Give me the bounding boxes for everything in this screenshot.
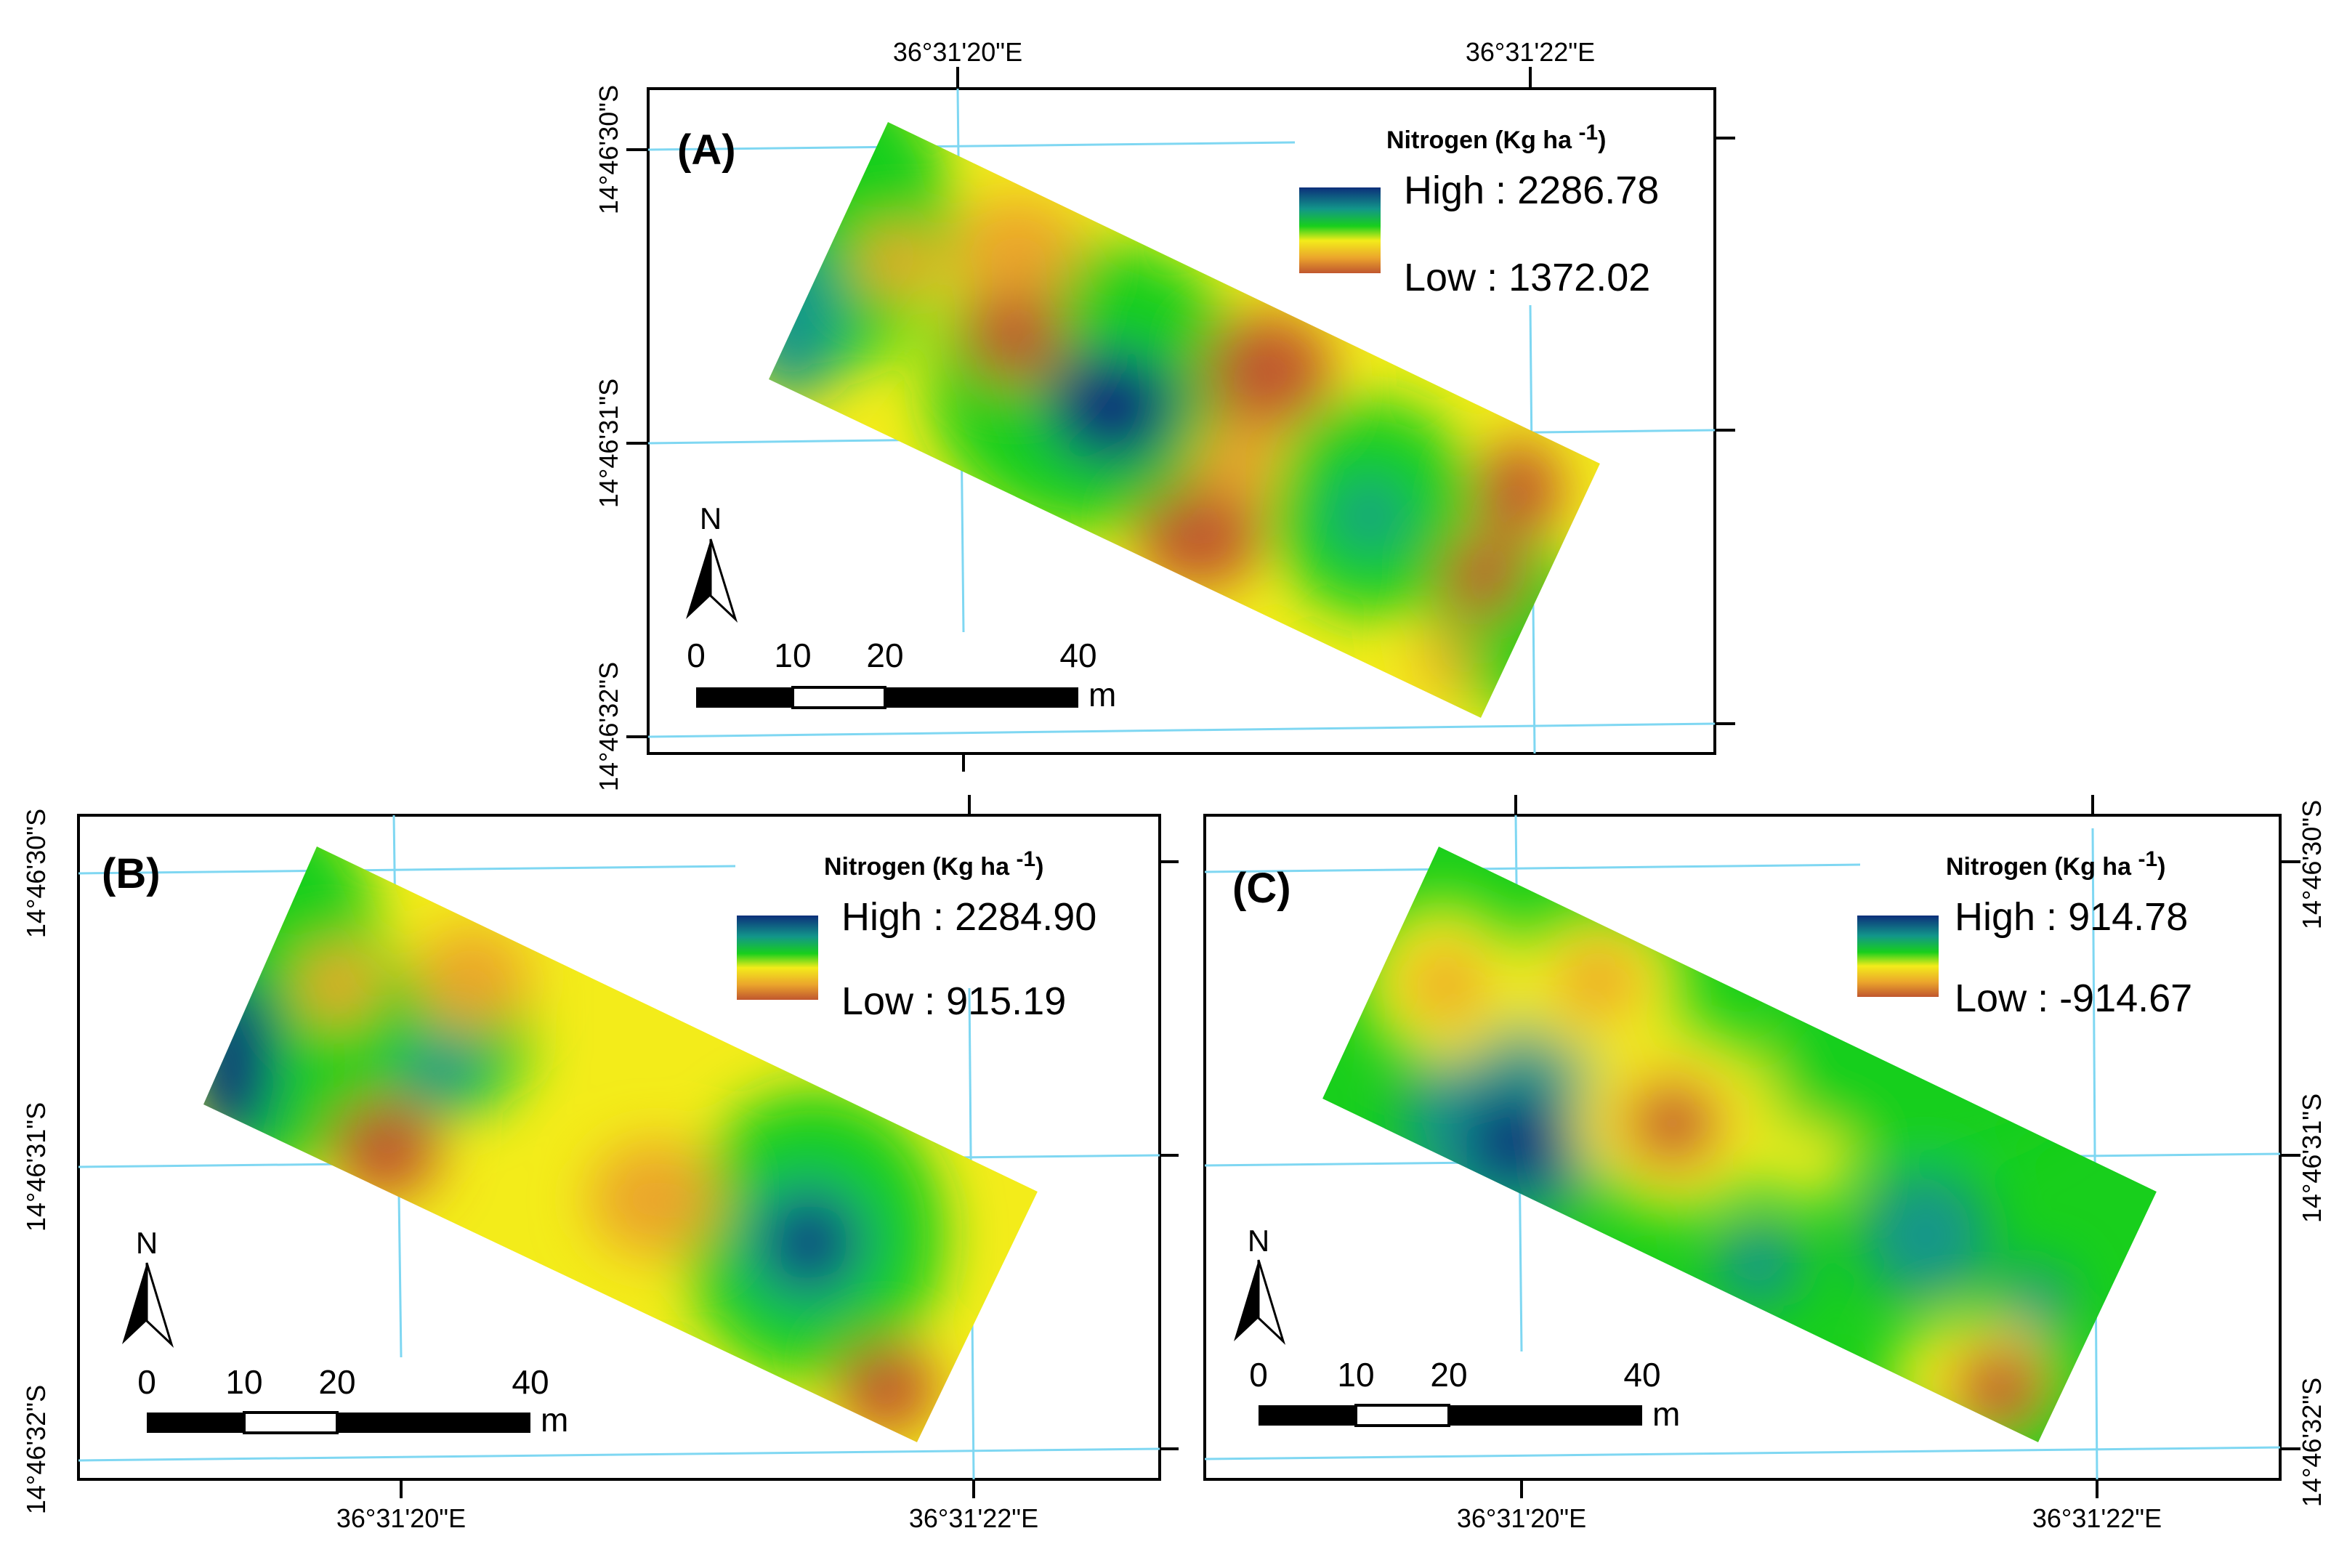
legend: Nitrogen (Kg ha -1) High : 914.78 Low : …	[1857, 847, 2192, 1020]
panel-label: (B)	[102, 850, 161, 897]
scale-segment	[243, 1411, 339, 1434]
legend-title: Nitrogen (Kg ha -1)	[1386, 121, 1606, 154]
legend: Nitrogen (Kg ha -1) High : 2284.90 Low :…	[737, 847, 1096, 1023]
lon-label: 36°31'22"E	[1466, 37, 1595, 67]
lon-label: 36°31'20"E	[1457, 1503, 1586, 1533]
legend-color-ramp	[1299, 187, 1381, 273]
scale-segment	[1449, 1405, 1642, 1426]
lat-label: 14°46'31"S	[21, 1102, 51, 1232]
scale-bar: 0 10 20 40 m	[687, 637, 1116, 714]
nitrogen-surface	[1322, 846, 2157, 1442]
scale-tick-0: 0	[687, 637, 706, 674]
scale-unit: m	[541, 1401, 568, 1439]
lat-label: 14°46'32"S	[2297, 1378, 2327, 1507]
north-label: N	[1248, 1224, 1269, 1258]
lat-label: 14°46'31"S	[2297, 1094, 2327, 1223]
scale-tick-20: 20	[318, 1363, 355, 1401]
scale-tick-20: 20	[866, 637, 903, 674]
graticule-line	[1204, 1446, 2281, 1460]
scale-bar: 0 10 20 40 m	[137, 1363, 568, 1439]
lon-label: 36°31'20"E	[336, 1503, 466, 1533]
lon-label: 36°31'20"E	[893, 37, 1022, 67]
scale-tick-10: 10	[774, 637, 811, 674]
legend-title: Nitrogen (Kg ha -1)	[1946, 847, 2165, 881]
panel-label: (C)	[1232, 865, 1291, 912]
lat-label: 14°46'32"S	[21, 1385, 51, 1514]
scale-segment	[885, 687, 1078, 708]
legend-low: Low : -914.67	[1955, 977, 2192, 1020]
legend-low: Low : 915.19	[841, 979, 1066, 1023]
scale-tick-40: 40	[1059, 637, 1096, 674]
scale-unit: m	[1088, 676, 1116, 714]
nitrogen-surface	[769, 122, 1600, 718]
scale-tick-40: 40	[512, 1363, 549, 1401]
north-arrow-icon	[686, 539, 711, 619]
lat-label: 14°46'30"S	[21, 809, 51, 938]
lat-label: 14°46'31"S	[594, 379, 623, 508]
legend: Nitrogen (Kg ha -1) High : 2286.78 Low :…	[1299, 121, 1659, 299]
north-arrow: N	[686, 501, 738, 623]
scale-tick-20: 20	[1430, 1356, 1467, 1394]
scale-segment	[791, 686, 886, 709]
north-arrow-icon	[122, 1263, 147, 1344]
legend-high: High : 2284.90	[841, 895, 1096, 939]
panel-a: 0 10 20 40 m N (A) Nitrogen (Kg ha -1) H…	[594, 37, 1735, 791]
scale-segment	[147, 1413, 244, 1433]
graticule-line	[647, 141, 1296, 151]
lat-label: 14°46'32"S	[594, 662, 623, 791]
scale-tick-0: 0	[1249, 1356, 1268, 1394]
scale-segment	[337, 1413, 530, 1433]
scale-bar: 0 10 20 40 m	[1249, 1356, 1680, 1433]
scale-segment	[696, 687, 793, 708]
legend-title: Nitrogen (Kg ha -1)	[824, 847, 1043, 881]
graticule-line	[78, 1447, 1160, 1462]
north-label: N	[136, 1226, 158, 1260]
north-arrow-icon	[1234, 1260, 1259, 1341]
legend-color-ramp	[1857, 916, 1939, 997]
graticule-line	[1204, 863, 1861, 873]
scale-segment	[1354, 1404, 1450, 1427]
north-arrow: N	[1234, 1224, 1286, 1345]
scale-tick-10: 10	[1337, 1356, 1374, 1394]
lon-label: 36°31'22"E	[909, 1503, 1038, 1533]
scale-tick-0: 0	[137, 1363, 156, 1401]
panel-c: 0 10 20 40 m N (C) Nitrogen (Kg ha -1) H…	[1203, 795, 2327, 1533]
north-arrow: N	[122, 1226, 174, 1348]
north-label: N	[700, 501, 722, 536]
graticule-line	[647, 722, 1716, 738]
legend-high: High : 914.78	[1955, 895, 2188, 939]
panel-b: 0 10 20 40 m N (B) Nitrogen (Kg ha -1) H…	[21, 795, 1179, 1533]
scale-tick-10: 10	[225, 1363, 262, 1401]
lon-label: 36°31'22"E	[2032, 1503, 2162, 1533]
lat-label: 14°46'30"S	[594, 85, 623, 214]
scale-tick-40: 40	[1623, 1356, 1660, 1394]
graticule-line	[2091, 828, 2098, 1480]
legend-color-ramp	[737, 916, 818, 1000]
scale-segment	[1259, 1405, 1356, 1426]
graticule-line	[78, 865, 736, 875]
panel-label: (A)	[677, 126, 736, 174]
legend-low: Low : 1372.02	[1404, 256, 1650, 299]
scale-unit: m	[1652, 1395, 1680, 1433]
lat-label: 14°46'30"S	[2297, 800, 2327, 929]
legend-high: High : 2286.78	[1404, 169, 1659, 212]
